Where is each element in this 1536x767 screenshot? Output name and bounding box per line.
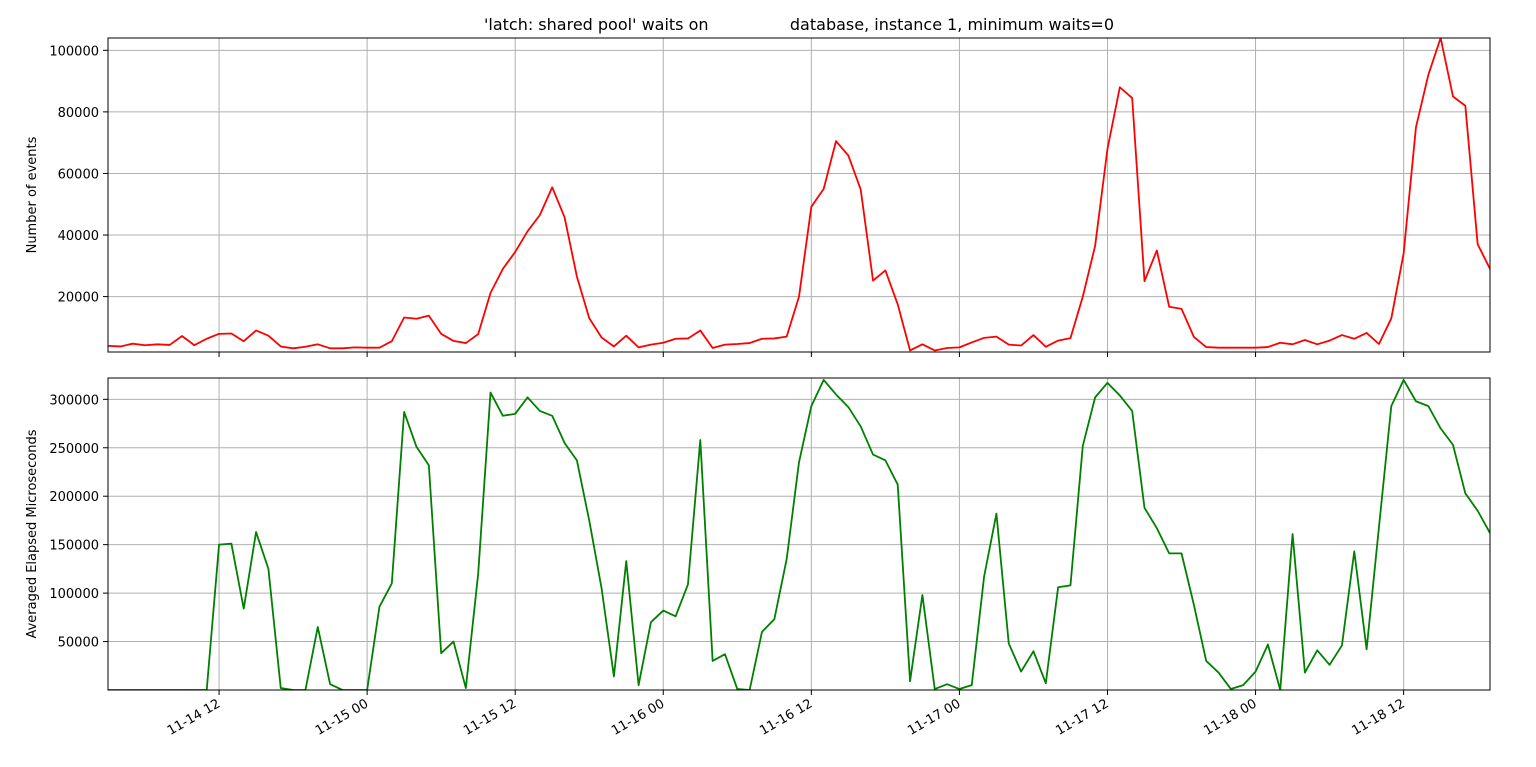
y-tick-label: 200000 — [49, 490, 99, 505]
plot-area — [108, 378, 1490, 690]
y-tick-label: 40000 — [58, 229, 99, 244]
x-tick-label: 11-16 12 — [757, 696, 815, 738]
bottom-panel-elapsed: 11-14 12 11-15 00 11-15 12 11-16 00 11-16 12… — [25, 377, 1491, 739]
y-tick-label: 50000 — [58, 636, 99, 651]
x-tick-label: 11-17 00 — [905, 696, 963, 738]
series-line — [108, 38, 1490, 352]
plot-area — [108, 38, 1490, 352]
x-tick-label: 11-16 00 — [609, 696, 667, 738]
y-tick-label: 80000 — [58, 106, 99, 121]
x-tick-label: 11-18 12 — [1350, 696, 1408, 738]
chart-title: 'latch: shared pool' waits on database, … — [484, 15, 1114, 34]
y-tick-label: 100000 — [49, 44, 99, 59]
x-tick-label: 11-18 00 — [1201, 696, 1259, 738]
x-tick-label: 11-15 12 — [461, 696, 519, 738]
y-axis-label: Averaged Elapsed Microseconds — [25, 429, 40, 638]
y-tick-label: 60000 — [58, 167, 99, 182]
x-tick-label: 11-15 00 — [313, 696, 371, 738]
y-tick-label: 20000 — [58, 291, 99, 306]
plot-frame — [107, 37, 1491, 353]
series-line — [108, 379, 1490, 690]
y-axis-label: Number of events — [25, 136, 40, 253]
x-tick-label: 11-17 12 — [1053, 696, 1111, 738]
y-tick-label: 150000 — [49, 539, 99, 554]
top-panel-events: 20000 40000 60000 80000 100000 Number of even… — [25, 37, 1491, 357]
y-tick-label: 300000 — [49, 393, 99, 408]
x-tick-label: 11-14 12 — [165, 696, 223, 738]
plot-frame — [107, 377, 1491, 691]
y-tick-label: 100000 — [49, 587, 99, 602]
y-tick-label: 250000 — [49, 442, 99, 457]
